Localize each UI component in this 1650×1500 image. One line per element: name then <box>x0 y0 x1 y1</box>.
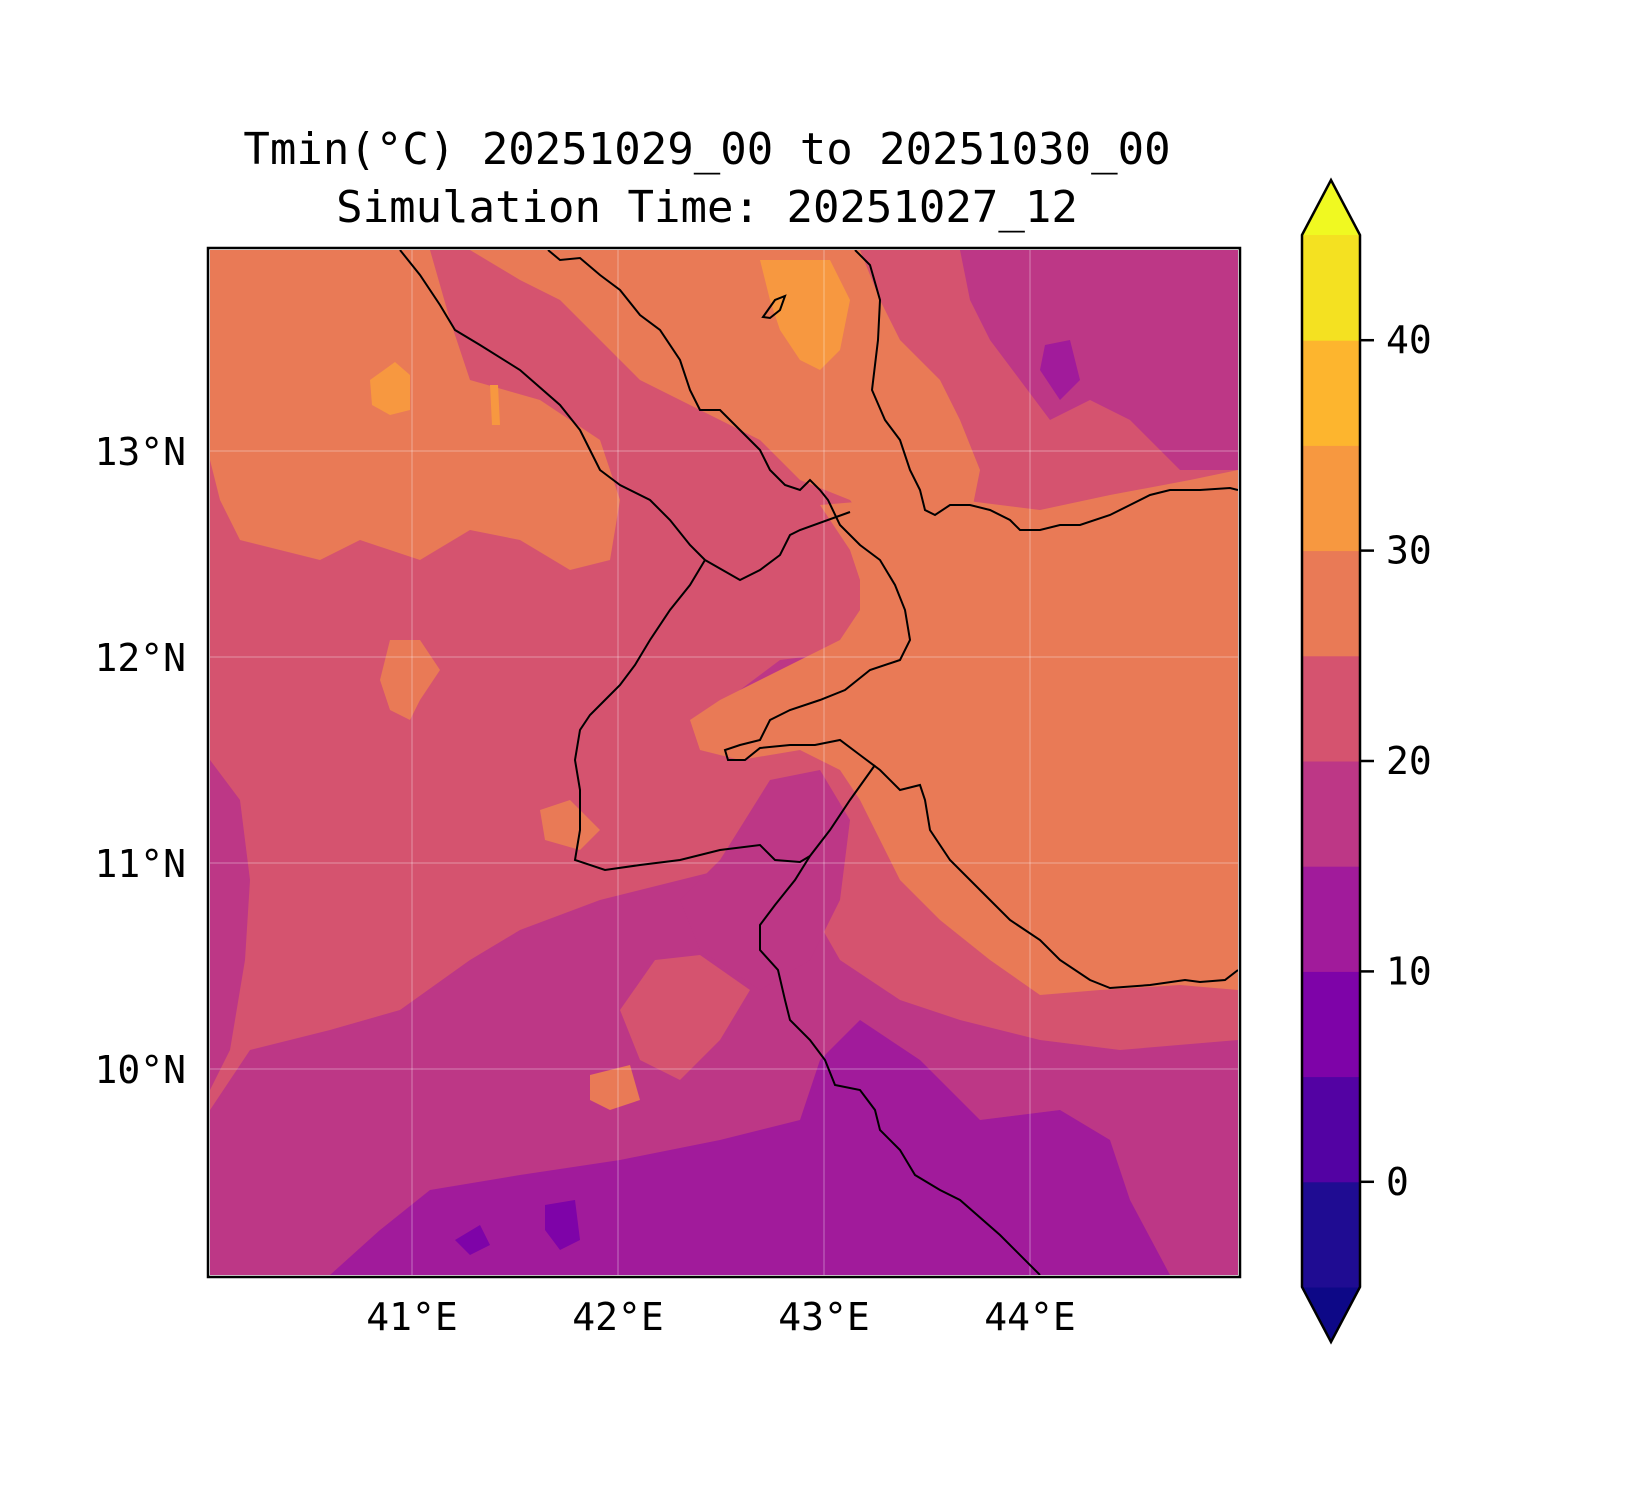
coastline-island <box>761 294 787 320</box>
lat-ticks: 13°N 12°N 11°N 10°N <box>94 430 186 1092</box>
border-ethiopia-eritrea <box>399 250 706 561</box>
field-south-25-30-lobe <box>590 1065 640 1110</box>
colorbar-extend-low <box>1302 1287 1360 1342</box>
colorbar-tick-label: 40 <box>1386 318 1432 362</box>
lon-ticks: 41°E 42°E 43°E 44°E <box>366 1295 1076 1339</box>
field-nw-30-35-spot <box>370 362 410 415</box>
colorbar-tick-label: 10 <box>1386 949 1432 993</box>
title-line-2: Simulation Time: 20251027_12 <box>336 182 1078 233</box>
colorbar-band <box>1302 445 1360 552</box>
gridlines <box>210 250 1238 1275</box>
lon-tick-41: 41°E <box>366 1295 458 1339</box>
colorbar-outline <box>1300 177 1362 1345</box>
coastline-red-sea-west <box>547 250 1238 990</box>
colorbar-extend-high <box>1302 180 1360 235</box>
coastlines-borders <box>399 250 1238 1275</box>
border-somaliland <box>759 764 1041 1275</box>
lon-tick-44: 44°E <box>984 1295 1076 1339</box>
map-frame <box>206 246 1242 1279</box>
lon-tick-43: 43°E <box>778 1295 870 1339</box>
colorbar-tick-label: 0 <box>1386 1160 1409 1204</box>
colorbar-band <box>1302 866 1360 972</box>
colorbar-band <box>1302 971 1360 1078</box>
colorbar-band <box>1302 1076 1360 1183</box>
colorbar-band <box>1302 550 1360 657</box>
lon-tick-42: 42°E <box>572 1295 664 1339</box>
field-5-10-spot-b <box>455 1225 490 1255</box>
field-mid-15-20 <box>680 770 850 990</box>
colorbar-band <box>1302 340 1360 446</box>
border-djibouti-west <box>573 559 811 872</box>
field-nw-30-35-spot-b <box>490 385 500 425</box>
colorbar-band <box>1302 655 1360 762</box>
temperature-field <box>210 250 1238 1275</box>
colorbar-band <box>1302 235 1360 341</box>
colorbar-bands <box>1302 180 1360 1342</box>
colorbar-tick-label: 20 <box>1386 739 1432 783</box>
border-djibouti-north <box>704 511 851 582</box>
field-5-10-spot-a <box>545 1200 580 1250</box>
coastline-red-sea-east <box>854 250 1238 531</box>
lat-tick-12: 12°N <box>94 636 186 680</box>
lat-tick-11: 11°N <box>94 842 186 886</box>
field-nw-25-30 <box>210 250 620 570</box>
lat-tick-13: 13°N <box>94 430 186 474</box>
field-gulf-25-30 <box>690 470 1238 995</box>
field-west-25-30-lobe <box>540 800 600 850</box>
lat-tick-10: 10°N <box>94 1048 186 1092</box>
colorbar-band <box>1302 1181 1360 1288</box>
title-line-1: Tmin(°C) 20251029_00 to 20251030_00 <box>243 124 1170 175</box>
field-nne-25-30 <box>470 250 980 560</box>
colorbar-band <box>1302 761 1360 867</box>
colorbar: 0 10 20 30 40 <box>1300 177 1432 1345</box>
field-west-15-20 <box>210 760 250 1090</box>
field-ne-15-20 <box>960 250 1238 470</box>
field-south-20-25-lobe <box>620 955 750 1080</box>
field-south-10-15 <box>330 1020 1170 1275</box>
colorbar-tick-label: 30 <box>1386 529 1432 573</box>
colorbar-ticks: 0 10 20 30 40 <box>1360 318 1432 1204</box>
field-east-10-15-spot <box>1040 340 1080 400</box>
field-nw-25-30-west <box>380 640 440 720</box>
field-red-sea-30-35 <box>760 260 850 370</box>
